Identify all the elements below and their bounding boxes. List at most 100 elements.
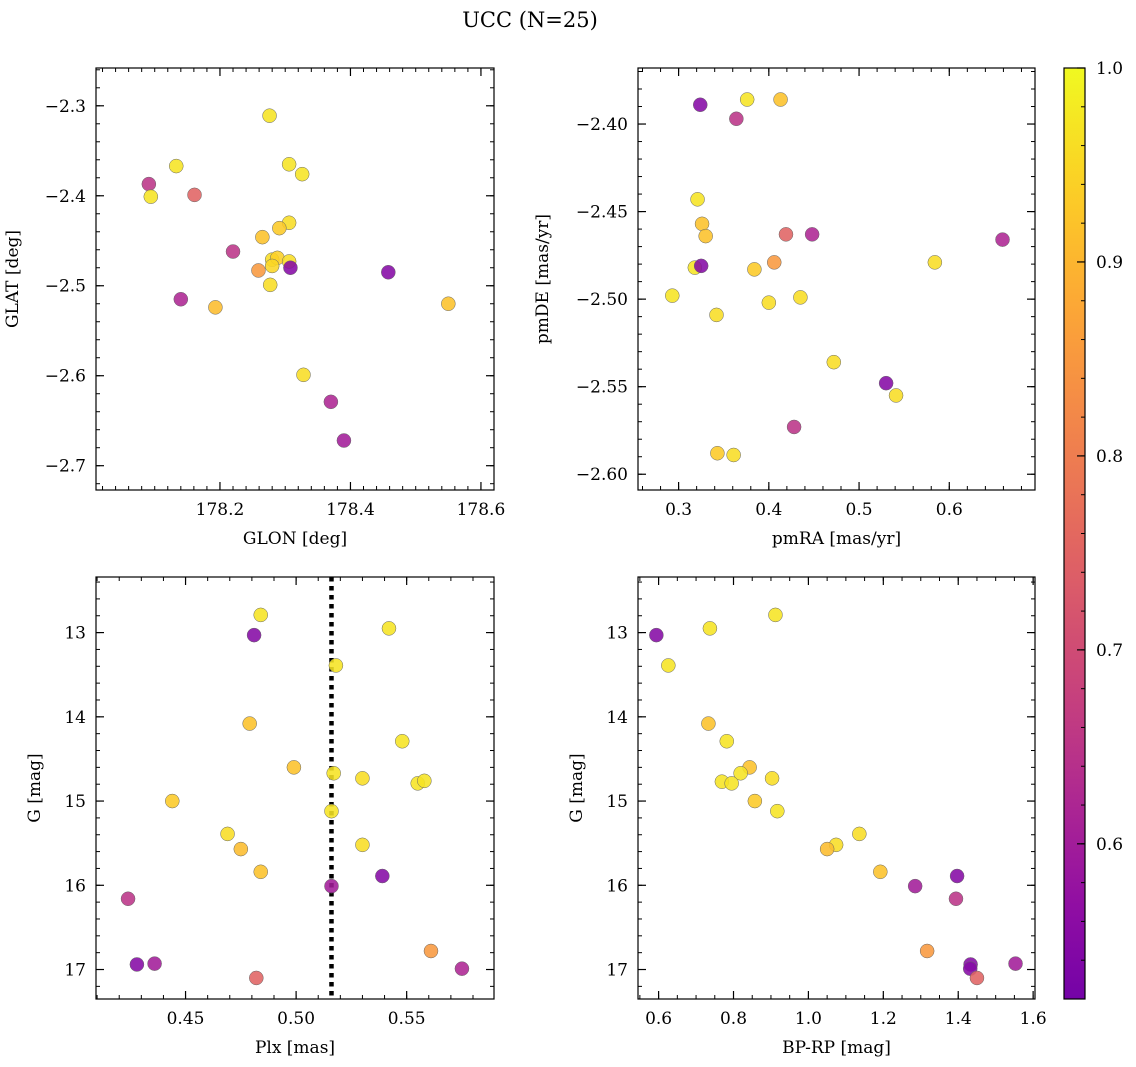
y-axis-label: pmDE [mas/yr] [533, 214, 553, 344]
data-point [328, 658, 344, 673]
data-point [733, 766, 748, 781]
data-point [773, 92, 788, 107]
x-tick-label: 0.3 [665, 500, 692, 520]
y-tick-label: 13 [64, 624, 86, 644]
data-point [709, 307, 724, 323]
data-point [355, 771, 370, 786]
data-point [129, 957, 145, 972]
y-tick-label: −2.60 [576, 465, 628, 485]
data-point [665, 288, 680, 303]
data-point [147, 956, 162, 971]
data-point [766, 255, 782, 270]
data-point [693, 258, 709, 274]
data-point [724, 776, 739, 791]
data-point [454, 961, 470, 976]
y-tick-label: −2.50 [576, 290, 628, 310]
data-point [786, 419, 802, 435]
data-point [120, 891, 136, 907]
data-point [778, 227, 794, 242]
data-point [804, 227, 820, 242]
data-point [264, 258, 280, 274]
data-point [165, 793, 180, 809]
data-point [394, 734, 410, 749]
data-point [381, 621, 397, 636]
data-point [761, 295, 777, 310]
data-point [296, 367, 311, 383]
data-point [649, 627, 664, 643]
y-tick-label: −2.6 [45, 367, 86, 387]
data-point [690, 192, 705, 207]
data-point [693, 97, 708, 113]
data-point [726, 447, 741, 463]
y-tick-label: 17 [606, 961, 628, 981]
data-point [739, 92, 755, 107]
data-point [719, 734, 735, 749]
data-point [324, 878, 339, 894]
data-point [375, 868, 390, 884]
x-tick-label: 1.0 [795, 1009, 822, 1029]
data-point [323, 394, 339, 410]
colorbar: 0.6 0.7 0.8 0.9 1.0 [1063, 59, 1123, 1000]
data-point [417, 773, 432, 789]
data-point [729, 111, 744, 127]
x-tick-label: 0.6 [936, 500, 963, 520]
colorbar-tick-label: 1.0 [1096, 59, 1123, 79]
data-point [242, 716, 257, 731]
x-tick-label: 1.2 [870, 1009, 897, 1029]
data-point [441, 296, 456, 311]
colorbar-tick-label: 0.8 [1096, 447, 1123, 467]
data-point [141, 176, 157, 192]
data-point [747, 793, 763, 809]
x-tick-label: 0.5 [846, 500, 873, 520]
data-point [208, 300, 223, 315]
data-point [225, 244, 241, 259]
y-axis-label: GLAT [deg] [3, 230, 23, 328]
data-point [187, 187, 202, 203]
x-axis-label: GLON [deg] [243, 529, 347, 549]
y-tick-label: 16 [606, 876, 628, 896]
y-tick-label: 14 [64, 708, 86, 728]
data-point [927, 255, 943, 270]
data-point [262, 108, 277, 123]
data-point [793, 290, 808, 305]
data-point [907, 878, 923, 894]
data-point [969, 970, 985, 986]
y-tick-label: 14 [606, 708, 628, 728]
y-tick-label: −2.7 [45, 457, 86, 477]
x-axis-label: BP-RP [mag] [782, 1038, 891, 1058]
y-tick-label: 15 [606, 792, 628, 812]
panels: 178.2 178.4 178.6 −2.3 −2.4 −2.5 −2.6 −2.7 GLON … [3, 67, 1047, 1058]
data-point [326, 766, 341, 781]
y-tick-label: 17 [64, 961, 86, 981]
x-tick-label: 1.6 [1020, 1009, 1047, 1029]
data-point [702, 621, 718, 636]
colorbar-tick-label: 0.6 [1096, 835, 1123, 855]
x-tick-label: 0.50 [277, 1009, 315, 1029]
data-point [701, 716, 716, 731]
y-tick-label: −2.3 [45, 97, 86, 117]
x-tick-label: 0.45 [167, 1009, 205, 1029]
data-point [324, 803, 339, 819]
x-tick-label: 0.55 [388, 1009, 426, 1029]
y-tick-label: 16 [64, 876, 86, 896]
data-point [169, 158, 184, 174]
data-point [852, 826, 867, 842]
data-point [355, 837, 370, 853]
data-point [253, 607, 268, 623]
data-point [768, 607, 783, 623]
y-axis-label: G [mag] [567, 753, 587, 822]
axes-frame [95, 576, 495, 1000]
x-axis-label: Plx [mas] [255, 1038, 335, 1058]
data-point [143, 189, 159, 204]
scatter-panel-2: 0.3 0.4 0.5 0.6 −2.40 −2.45 −2.50 −2.55 −2.60 pmR… [533, 67, 1036, 549]
data-point [423, 943, 439, 959]
data-point [694, 216, 710, 232]
axes-frame [637, 67, 1036, 491]
x-tick-label: 1.4 [945, 1009, 972, 1029]
data-point [888, 388, 904, 403]
colorbar-tick-label: 0.9 [1096, 253, 1123, 273]
data-point [251, 263, 266, 278]
y-tick-label: −2.5 [45, 277, 86, 297]
data-point [283, 260, 298, 276]
scatter-panel-1: 178.2 178.4 178.6 −2.3 −2.4 −2.5 −2.6 −2.7 GLON … [3, 67, 505, 549]
